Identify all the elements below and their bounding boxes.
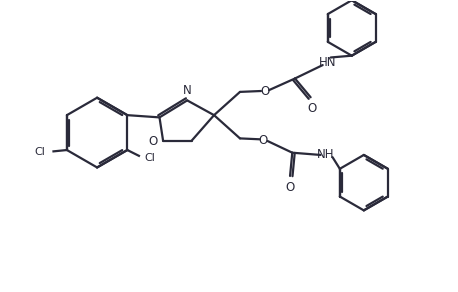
Text: O: O [308, 102, 317, 115]
Text: N: N [183, 84, 191, 97]
Text: NH: NH [317, 148, 334, 161]
Text: Cl: Cl [144, 153, 155, 163]
Text: O: O [148, 135, 157, 148]
Text: O: O [259, 134, 268, 147]
Text: O: O [260, 84, 269, 98]
Text: O: O [285, 181, 294, 194]
Text: HN: HN [318, 56, 336, 69]
Text: Cl: Cl [34, 147, 45, 157]
